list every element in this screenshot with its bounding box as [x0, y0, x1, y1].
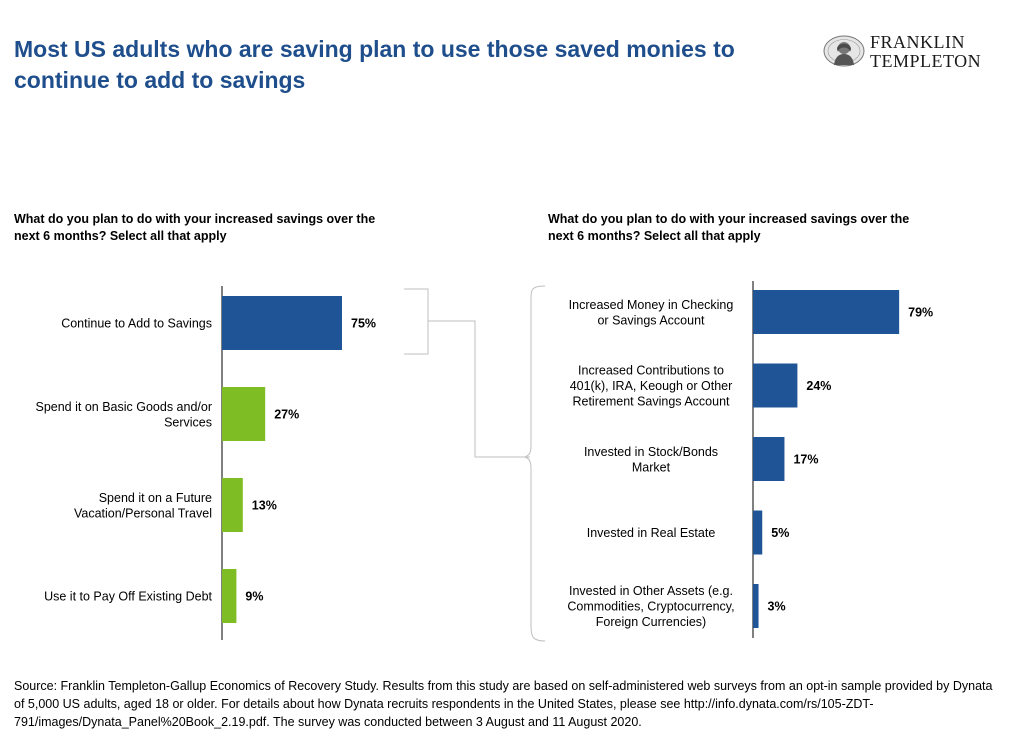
source-note: Source: Franklin Templeton-Gallup Econom… [14, 679, 993, 729]
left-data-label-2: 27% [274, 408, 299, 422]
right-data-label-5: 3% [768, 600, 786, 614]
right-category-label-5: Invested in Other Assets (e.g. Commoditie… [567, 584, 734, 629]
left-category-label-2: Spend it on Basic Goods and/or Services [35, 400, 212, 430]
right-category-label-3: Invested in Stock/Bonds Market [584, 445, 718, 475]
right-data-label-1: 79% [908, 306, 933, 320]
right-category-label-2: Increased Contributions to 401(k), IRA, K… [570, 364, 733, 409]
left-data-label-4: 9% [245, 590, 263, 604]
connector-to-right-chart [428, 320, 530, 458]
right-bar-3 [753, 437, 785, 481]
right-bar-5 [753, 584, 759, 628]
right-chart-question: What do you plan to do with your increas… [548, 212, 910, 243]
right-bar-4 [753, 510, 763, 555]
right-category-label-1: Increased Money in Checking or Savings Ac… [569, 298, 734, 328]
left-bar-2 [222, 387, 266, 441]
logo-line-1: FRANKLIN [870, 32, 966, 52]
right-data-label-4: 5% [771, 526, 789, 540]
left-bar-3 [222, 478, 243, 532]
page-title: Most US adults who are saving plan to us… [14, 36, 735, 93]
left-bracket [404, 288, 429, 355]
left-data-label-1: 75% [351, 317, 376, 331]
right-brace [523, 285, 546, 642]
savings-charts: 75% Continue to Add to Savings 27% Spend it… [35, 281, 933, 642]
left-chart-question: What do you plan to do with your increas… [14, 212, 376, 243]
connector-lines [404, 285, 546, 642]
right-data-label-2: 24% [806, 379, 831, 393]
left-data-label-3: 13% [252, 499, 277, 513]
left-category-label-4: Use it to Pay Off Existing Debt [44, 590, 212, 604]
logo-line-2: TEMPLETON [870, 51, 982, 71]
right-bar-2 [753, 363, 798, 408]
left-bar-4 [222, 569, 237, 623]
franklin-templeton-logo: FRANKLIN TEMPLETON [822, 32, 1012, 72]
left-bar-chart: 75% Continue to Add to Savings 27% Spend it… [35, 286, 376, 640]
right-bar-chart: 79% Increased Money in Checking or Savings… [567, 281, 933, 638]
right-bar-1 [753, 290, 900, 334]
right-category-label-4: Invested in Real Estate [587, 526, 716, 540]
franklin-portrait-icon [823, 35, 865, 67]
left-category-label-3: Spend it on a Future Vacation/Personal Tr… [74, 491, 212, 521]
left-category-label-1: Continue to Add to Savings [61, 317, 212, 331]
right-data-label-3: 17% [793, 453, 818, 467]
left-bar-1 [222, 296, 342, 350]
